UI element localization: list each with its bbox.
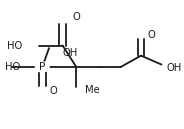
Text: HO: HO — [7, 41, 23, 51]
Text: HO: HO — [5, 62, 20, 72]
Text: O: O — [49, 86, 57, 96]
Text: OH: OH — [167, 63, 182, 73]
Circle shape — [36, 62, 49, 72]
Text: Me: Me — [85, 85, 100, 95]
Text: OH: OH — [63, 48, 78, 58]
Text: O: O — [148, 30, 155, 41]
Text: O: O — [73, 11, 81, 22]
Text: P: P — [39, 62, 45, 72]
